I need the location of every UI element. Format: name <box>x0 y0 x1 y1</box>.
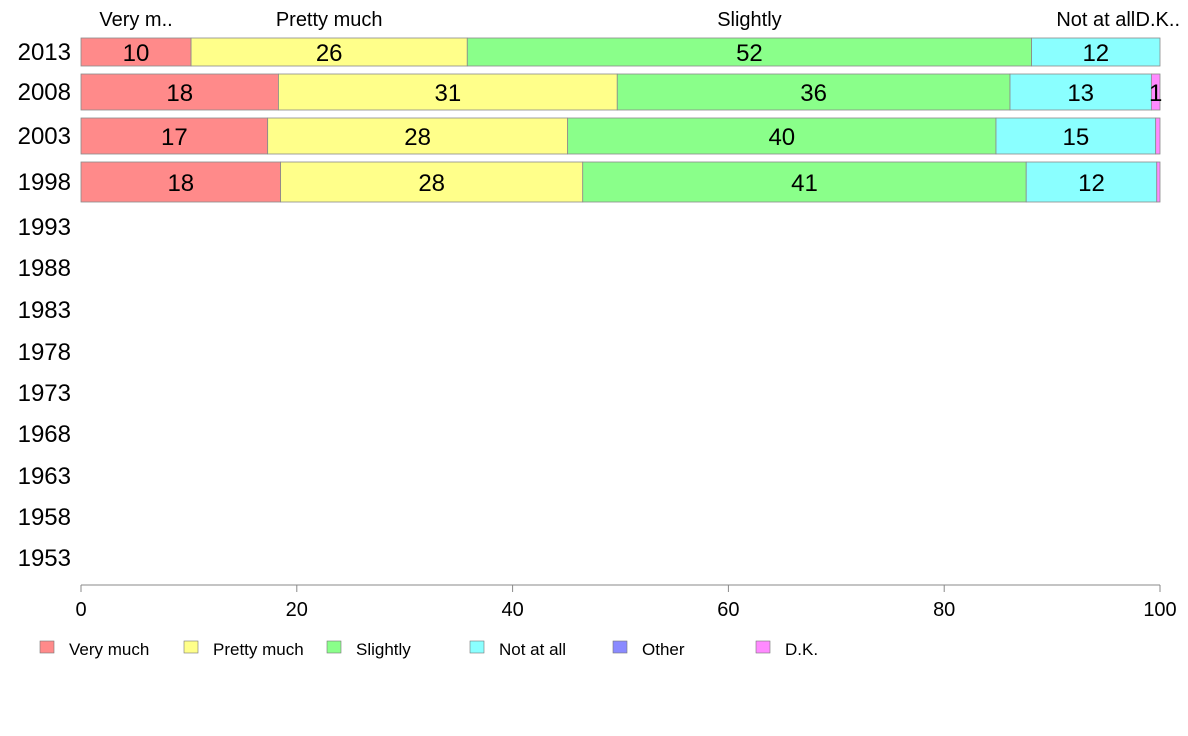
bar-segment <box>278 73 618 111</box>
data-label: 18 <box>167 170 194 197</box>
data-label: 31 <box>435 80 462 107</box>
legend: Very much Pretty much Slightly Not at all Ot… <box>39 640 818 659</box>
bar-segment <box>80 37 192 67</box>
bar-segment <box>582 161 1027 203</box>
legend-swatch <box>39 640 55 654</box>
legend-label: Very much <box>69 640 149 659</box>
bar-segment <box>1009 73 1152 111</box>
bar-segment <box>616 73 1011 111</box>
bar-segment <box>80 73 279 111</box>
top-category-labels: Very m.. Pretty much Slightly Not at all D.K… <box>99 9 1180 31</box>
x-tick-label: 100 <box>1143 599 1176 621</box>
bar-segment <box>1150 73 1161 111</box>
bar-segment <box>80 161 282 203</box>
legend-swatch <box>326 640 342 654</box>
top-category-label: Pretty much <box>276 9 383 31</box>
y-tick-label: 1968 <box>18 421 71 448</box>
y-tick-label: 1958 <box>18 504 71 531</box>
data-label: 17 <box>161 124 188 151</box>
y-tick-label: 1983 <box>18 297 71 324</box>
bar-segment <box>1156 161 1161 203</box>
top-category-label: Not at all <box>1056 9 1135 31</box>
bar-segment <box>190 37 468 67</box>
data-label: 10 <box>123 40 150 67</box>
top-category-label: D.K.. <box>1136 9 1180 31</box>
x-tick-label: 60 <box>717 599 739 621</box>
bar-segment <box>267 117 569 155</box>
legend-swatch <box>612 640 628 654</box>
bar-segment <box>80 117 269 155</box>
legend-label: Not at all <box>499 640 566 659</box>
legend-label: Pretty much <box>213 640 304 659</box>
data-label: 41 <box>791 170 818 197</box>
data-label: 13 <box>1067 80 1094 107</box>
y-tick-label: 2008 <box>18 79 71 106</box>
bar-segment <box>995 117 1157 155</box>
y-tick-label: 1953 <box>18 545 71 572</box>
data-label: 1 <box>1149 80 1162 107</box>
x-axis: 0 20 40 60 80 100 <box>75 584 1177 621</box>
bar-segment <box>567 117 997 155</box>
y-tick-label: 2003 <box>18 123 71 150</box>
bar-segment <box>1031 37 1161 67</box>
legend-label: Other <box>642 640 685 659</box>
y-tick-label: 1963 <box>18 463 71 490</box>
data-label: 52 <box>736 40 763 67</box>
legend-label: D.K. <box>785 640 818 659</box>
top-category-label: Slightly <box>717 9 781 31</box>
y-tick-label: 1998 <box>18 169 71 196</box>
data-label: 40 <box>768 124 795 151</box>
data-label: 12 <box>1078 170 1105 197</box>
data-label: 26 <box>316 40 343 67</box>
bars: 10 26 52 12 18 31 36 13 1 17 28 40 15 18 28 41 12 <box>80 37 1162 203</box>
x-tick-label: 0 <box>75 599 86 621</box>
bar-segment <box>280 161 584 203</box>
x-tick-label: 40 <box>501 599 523 621</box>
top-category-label: Very m.. <box>99 9 172 31</box>
y-tick-label: 2013 <box>18 39 71 66</box>
bar-segment <box>1155 117 1161 155</box>
legend-swatch <box>183 640 199 654</box>
data-label: 18 <box>166 80 193 107</box>
y-tick-label: 1988 <box>18 255 71 282</box>
legend-label: Slightly <box>356 640 411 659</box>
data-label: 36 <box>800 80 827 107</box>
data-label: 12 <box>1082 40 1109 67</box>
data-label: 28 <box>404 124 431 151</box>
y-axis-labels: 2013 2008 2003 1998 1993 1988 1983 1978 1973 1968… <box>18 39 71 572</box>
y-tick-label: 1978 <box>18 339 71 366</box>
x-tick-label: 80 <box>933 599 955 621</box>
y-tick-label: 1993 <box>18 214 71 241</box>
bar-segment <box>466 37 1032 67</box>
legend-swatch <box>755 640 771 654</box>
x-tick-label: 20 <box>286 599 308 621</box>
y-tick-label: 1973 <box>18 380 71 407</box>
data-label: 15 <box>1062 124 1089 151</box>
legend-swatch <box>469 640 485 654</box>
data-label: 28 <box>418 170 445 197</box>
